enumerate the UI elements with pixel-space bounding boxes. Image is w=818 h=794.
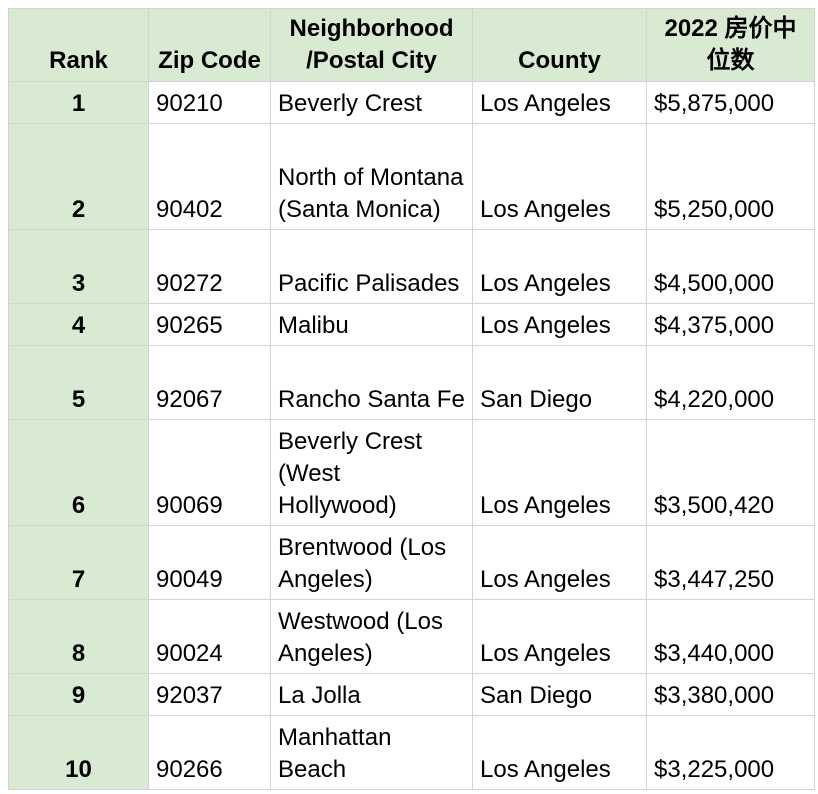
zip-cell[interactable]: 90024 [148, 599, 271, 674]
rank-cell[interactable]: 8 [8, 599, 149, 674]
neighborhood-cell[interactable]: Brentwood (Los Angeles) [270, 525, 473, 600]
neighborhood-cell[interactable]: Beverly Crest (West Hollywood) [270, 419, 473, 526]
price-cell[interactable]: $4,220,000 [646, 345, 815, 420]
header-median-price[interactable]: 2022 房价中位数 [646, 8, 815, 82]
table-row: 7 90049 Brentwood (Los Angeles) Los Ange… [8, 525, 815, 600]
price-cell[interactable]: $3,225,000 [646, 715, 815, 790]
zip-cell[interactable]: 90210 [148, 81, 271, 124]
rank-cell[interactable]: 10 [8, 715, 149, 790]
county-cell[interactable]: Los Angeles [472, 229, 647, 304]
rank-cell[interactable]: 9 [8, 673, 149, 716]
county-cell[interactable]: Los Angeles [472, 599, 647, 674]
price-cell[interactable]: $5,250,000 [646, 123, 815, 230]
rank-cell[interactable]: 2 [8, 123, 149, 230]
zip-cell[interactable]: 90265 [148, 303, 271, 346]
header-zip-code[interactable]: Zip Code [148, 8, 271, 82]
table-row: 2 90402 North of Montana (Santa Monica) … [8, 123, 815, 230]
neighborhood-cell[interactable]: Rancho Santa Fe [270, 345, 473, 420]
table-row: 3 90272 Pacific Palisades Los Angeles $4… [8, 229, 815, 304]
county-cell[interactable]: Los Angeles [472, 303, 647, 346]
table-row: 5 92067 Rancho Santa Fe San Diego $4,220… [8, 345, 815, 420]
neighborhood-cell[interactable]: Westwood (Los Angeles) [270, 599, 473, 674]
zip-cell[interactable]: 92067 [148, 345, 271, 420]
price-cell[interactable]: $4,500,000 [646, 229, 815, 304]
zip-cell[interactable]: 90272 [148, 229, 271, 304]
table-row: 4 90265 Malibu Los Angeles $4,375,000 [8, 303, 815, 346]
neighborhood-cell[interactable]: Manhattan Beach [270, 715, 473, 790]
county-cell[interactable]: Los Angeles [472, 123, 647, 230]
neighborhood-cell[interactable]: La Jolla [270, 673, 473, 716]
neighborhood-cell[interactable]: North of Montana (Santa Monica) [270, 123, 473, 230]
price-cell[interactable]: $5,875,000 [646, 81, 815, 124]
home-price-table: Rank Zip Code Neighborhood /Postal City … [8, 8, 815, 790]
county-cell[interactable]: Los Angeles [472, 419, 647, 526]
price-cell[interactable]: $3,500,420 [646, 419, 815, 526]
county-cell[interactable]: Los Angeles [472, 715, 647, 790]
zip-cell[interactable]: 90069 [148, 419, 271, 526]
table-row: 8 90024 Westwood (Los Angeles) Los Angel… [8, 599, 815, 674]
price-cell[interactable]: $3,447,250 [646, 525, 815, 600]
rank-cell[interactable]: 5 [8, 345, 149, 420]
price-cell[interactable]: $3,380,000 [646, 673, 815, 716]
rank-cell[interactable]: 3 [8, 229, 149, 304]
header-row: Rank Zip Code Neighborhood /Postal City … [8, 8, 815, 82]
zip-cell[interactable]: 90266 [148, 715, 271, 790]
neighborhood-cell[interactable]: Pacific Palisades [270, 229, 473, 304]
zip-cell[interactable]: 90402 [148, 123, 271, 230]
price-cell[interactable]: $3,440,000 [646, 599, 815, 674]
county-cell[interactable]: San Diego [472, 673, 647, 716]
county-cell[interactable]: Los Angeles [472, 81, 647, 124]
rank-cell[interactable]: 6 [8, 419, 149, 526]
neighborhood-cell[interactable]: Malibu [270, 303, 473, 346]
header-neighborhood[interactable]: Neighborhood /Postal City [270, 8, 473, 82]
header-rank[interactable]: Rank [8, 8, 149, 82]
table-row: 9 92037 La Jolla San Diego $3,380,000 [8, 673, 815, 716]
zip-cell[interactable]: 92037 [148, 673, 271, 716]
price-cell[interactable]: $4,375,000 [646, 303, 815, 346]
rank-cell[interactable]: 7 [8, 525, 149, 600]
neighborhood-cell[interactable]: Beverly Crest [270, 81, 473, 124]
rank-cell[interactable]: 4 [8, 303, 149, 346]
county-cell[interactable]: San Diego [472, 345, 647, 420]
header-county[interactable]: County [472, 8, 647, 82]
rank-cell[interactable]: 1 [8, 81, 149, 124]
table-row: 6 90069 Beverly Crest (West Hollywood) L… [8, 419, 815, 526]
county-cell[interactable]: Los Angeles [472, 525, 647, 600]
table-row: 1 90210 Beverly Crest Los Angeles $5,875… [8, 81, 815, 124]
zip-cell[interactable]: 90049 [148, 525, 271, 600]
table-row: 10 90266 Manhattan Beach Los Angeles $3,… [8, 715, 815, 790]
